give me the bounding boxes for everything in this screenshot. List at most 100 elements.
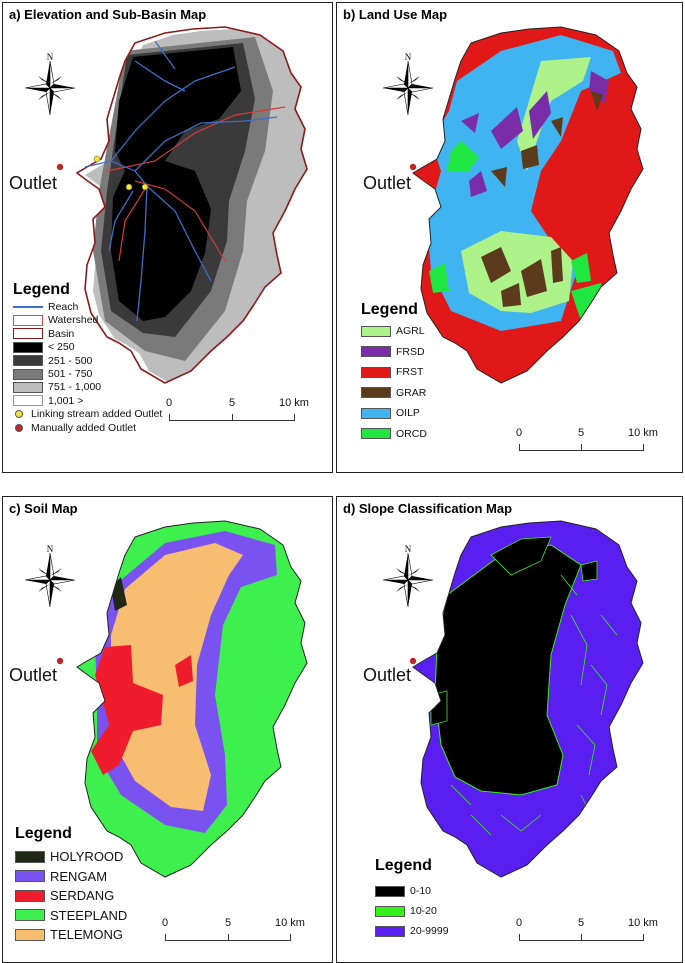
legend-title: Legend [361, 301, 418, 318]
legend-swatch [13, 381, 43, 393]
legend-label: Linking stream added Outlet [31, 408, 163, 421]
panel-title: d) Slope Classification Map [343, 501, 513, 516]
link-outlet-dot [125, 183, 133, 191]
link-outlet-dot [141, 183, 149, 191]
legend-swatch [375, 925, 405, 937]
legend-label: STEEPLAND [50, 907, 128, 923]
land-use-map-graphic [409, 26, 644, 384]
legend-swatch [375, 885, 405, 897]
legend-item: < 250 [13, 341, 75, 353]
legend-swatch [375, 905, 405, 917]
scale-bar: 0 5 10 km [162, 917, 305, 951]
legend-item: AGRL [361, 325, 425, 337]
legend-item: TELEMONG [15, 927, 123, 942]
panel-title: a) Elevation and Sub-Basin Map [9, 7, 207, 22]
legend-swatch [15, 870, 45, 882]
legend-item: 20-9999 [375, 925, 449, 937]
panel-soil-map: c) Soil Map N Outlet Legend HOLYROOD RENG… [2, 496, 333, 963]
outlet-label: Outlet [9, 665, 58, 685]
legend-item: ORCD [361, 428, 427, 440]
svg-text:N: N [405, 545, 412, 554]
legend-swatch [13, 355, 43, 367]
legend-item: 501 - 750 [13, 368, 92, 380]
legend-item: FRST [361, 366, 423, 378]
legend-label: 251 - 500 [48, 354, 93, 367]
legend-label: OILP [396, 407, 420, 419]
legend-swatch [13, 368, 43, 380]
legend-label: 10-20 [410, 905, 437, 917]
north-arrow-icon: N [382, 545, 434, 608]
north-arrow-icon: N [24, 545, 76, 608]
scale-bar: 0 5 10 km [166, 397, 309, 431]
legend-swatch [361, 346, 391, 357]
outlet-label: Outlet [9, 173, 58, 193]
panel-title: b) Land Use Map [343, 7, 448, 22]
north-arrow-icon: N [382, 53, 434, 116]
panel-land-use-map: b) Land Use Map N Outlet Legend AGRL FRSD… [336, 2, 683, 473]
legend-swatch [361, 407, 391, 419]
outlet-label: Outlet [363, 173, 412, 193]
legend-label: Manually added Outlet [31, 421, 137, 434]
legend-label: Reach [48, 301, 79, 313]
legend-title: Legend [375, 857, 432, 874]
legend-swatch [15, 410, 23, 419]
legend-label: Basin [48, 327, 75, 340]
scale-label: 10 km [279, 397, 309, 409]
scale-bar: 0 5 10 km [516, 917, 658, 951]
scale-label: 10 km [628, 917, 658, 929]
legend-item: FRSD [361, 346, 425, 358]
panel-title: c) Soil Map [9, 501, 78, 516]
legend-swatch [13, 314, 43, 326]
legend-label: FRST [396, 366, 424, 378]
legend-swatch [15, 423, 23, 432]
svg-text:N: N [47, 545, 54, 554]
legend-item: Manually added Outlet [13, 422, 136, 434]
outlet-label: Outlet [363, 665, 412, 685]
scale-label: 10 km [275, 917, 305, 929]
panel-slope-map: d) Slope Classification Map N Outlet Leg… [336, 496, 683, 963]
legend-item: GRAR [361, 387, 426, 399]
legend-item: RENGAM [15, 869, 107, 884]
legend-label: AGRL [396, 325, 425, 337]
panel-elevation-map: a) Elevation and Sub-Basin Map N Outlet … [2, 2, 333, 473]
legend-label: 751 - 1,000 [48, 381, 102, 394]
elevation-map-graphic [56, 26, 308, 384]
slope-map-graphic [409, 520, 644, 878]
scale-label: 10 km [628, 427, 658, 439]
legend-item: Watershed [13, 314, 98, 326]
legend-swatch [361, 325, 391, 337]
legend-item: Reach [13, 301, 78, 313]
legend-item: STEEPLAND [15, 908, 127, 923]
soil-map-graphic [56, 520, 308, 878]
legend-title: Legend [13, 281, 70, 298]
manual-outlet-dot [409, 163, 417, 171]
legend-item: OILP [361, 407, 420, 419]
legend-label: 0-10 [410, 885, 432, 897]
north-arrow-icon: N [24, 53, 76, 116]
svg-text:N: N [405, 53, 412, 62]
legend-item: Basin [13, 328, 74, 340]
scale-label: 5 [224, 917, 232, 929]
legend-item: 751 - 1,000 [13, 381, 101, 393]
legend-label: < 250 [48, 341, 75, 354]
svg-text:N: N [47, 53, 54, 62]
legend-swatch [361, 428, 391, 439]
legend-swatch [13, 395, 43, 407]
legend-swatch [15, 928, 45, 941]
link-outlet-dot [93, 155, 101, 163]
legend-label: SERDANG [50, 888, 115, 903]
scale-label: 5 [577, 427, 585, 439]
legend-swatch [361, 366, 391, 378]
legend-swatch [15, 909, 45, 921]
legend-label: FRSD [396, 345, 425, 358]
legend-label: HOLYROOD [50, 849, 124, 864]
legend-item: 10-20 [375, 905, 437, 917]
legend-label: GRAR [396, 386, 427, 399]
legend-swatch [361, 387, 391, 398]
legend-label: TELEMONG [50, 927, 123, 942]
legend-item: Linking stream added Outlet [13, 408, 162, 420]
legend-swatch [15, 850, 45, 863]
legend-swatch [13, 328, 43, 340]
legend-item: SERDANG [15, 888, 114, 903]
scale-label: 5 [228, 397, 236, 409]
